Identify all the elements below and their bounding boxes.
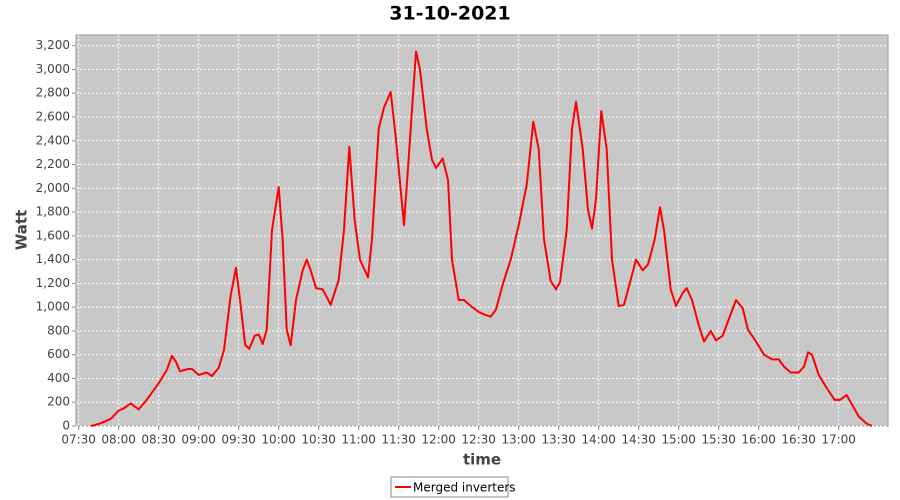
y-axis-label: Watt xyxy=(13,210,31,250)
x-tick-label: 09:00 xyxy=(181,433,216,447)
x-tick-label: 10:30 xyxy=(301,433,336,447)
y-tick-label: 400 xyxy=(47,371,70,385)
y-tick-label: 1,000 xyxy=(36,300,70,314)
y-tick-label: 2,000 xyxy=(36,181,70,195)
x-tick-label: 13:30 xyxy=(541,433,576,447)
x-tick-label: 11:00 xyxy=(341,433,376,447)
x-tick-label: 07:30 xyxy=(61,433,96,447)
y-tick-label: 1,400 xyxy=(36,252,70,266)
y-tick-label: 3,000 xyxy=(36,62,70,76)
x-tick-label: 10:00 xyxy=(261,433,296,447)
y-tick-label: 200 xyxy=(47,395,70,409)
y-tick-label: 2,200 xyxy=(36,157,70,171)
x-tick-label: 17:00 xyxy=(821,433,856,447)
y-tick-label: 600 xyxy=(47,347,70,361)
plot-area xyxy=(75,34,889,427)
x-tick-label: 12:00 xyxy=(421,433,456,447)
x-tick-label: 15:00 xyxy=(661,433,696,447)
y-tick-label: 1,200 xyxy=(36,276,70,290)
y-tick-label: 2,600 xyxy=(36,110,70,124)
x-tick-label: 16:30 xyxy=(781,433,816,447)
x-tick-label: 14:00 xyxy=(581,433,616,447)
x-axis-label: time xyxy=(463,451,501,469)
legend-label: Merged inverters xyxy=(413,481,516,495)
x-tick-label: 15:30 xyxy=(701,433,736,447)
x-tick-label: 16:00 xyxy=(741,433,776,447)
data-line xyxy=(90,50,873,427)
x-tick-label: 08:30 xyxy=(141,433,176,447)
y-tick-label: 2,800 xyxy=(36,86,70,100)
y-tick-label: 1,600 xyxy=(36,228,70,242)
y-tick-label: 800 xyxy=(47,323,70,337)
x-tick-label: 12:30 xyxy=(461,433,496,447)
chart-title: 31-10-2021 xyxy=(389,3,511,25)
y-tick-label: 1,800 xyxy=(36,205,70,219)
x-tick-label: 14:30 xyxy=(621,433,656,447)
y-tick-label: 0 xyxy=(62,419,70,433)
x-tick-label: 11:30 xyxy=(381,433,416,447)
x-tick-label: 09:30 xyxy=(221,433,256,447)
x-tick-label: 08:00 xyxy=(101,433,136,447)
legend: Merged inverters xyxy=(390,476,516,498)
x-tick-label: 13:00 xyxy=(501,433,536,447)
legend-box xyxy=(390,476,509,498)
y-tick-label: 3,200 xyxy=(36,38,70,52)
y-tick-label: 2,400 xyxy=(36,133,70,147)
